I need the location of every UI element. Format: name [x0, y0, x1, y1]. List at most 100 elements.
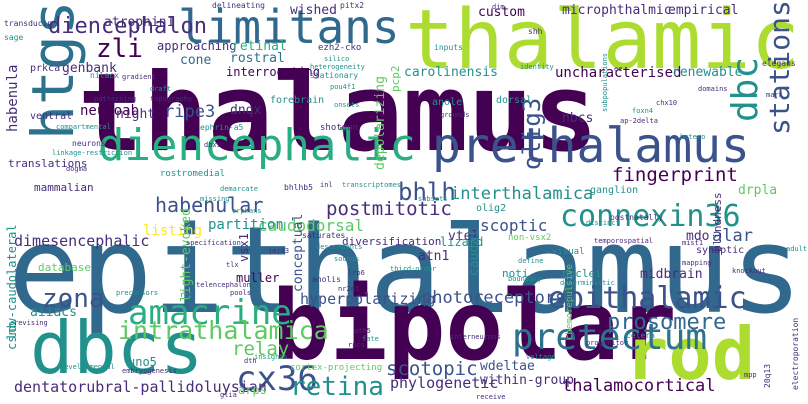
word-partition: partition — [208, 217, 284, 233]
word-fate: fate — [362, 335, 379, 343]
word-vtel: vtel — [448, 229, 480, 244]
word-third-order: third-order — [390, 265, 437, 273]
word-dogma: dogma — [66, 165, 88, 173]
word-wdeltae: wdeltae — [480, 359, 535, 374]
word-embryogenesis: embryogenesis — [122, 367, 177, 375]
word-grounds: grounds — [440, 111, 470, 119]
word-lrp6: lrp6 — [348, 269, 365, 277]
word-interthalamica: interthalamica — [450, 184, 594, 204]
word-approaching: approaching — [157, 39, 237, 53]
word-pools: pools — [230, 289, 252, 297]
word-sounds: sounds — [334, 255, 360, 263]
word-thalamic: thalamic — [405, 0, 800, 88]
word-domains: domains — [698, 85, 728, 93]
word-microphthalmic: microphthalmic — [562, 3, 672, 18]
word-celera: celera — [626, 331, 655, 340]
word-identity: identity — [520, 63, 554, 71]
word-precursors: precursors — [116, 289, 159, 297]
word-drpla: drpla — [738, 183, 778, 198]
word-cx36: cx36 — [236, 359, 318, 399]
word-tlx: tlx — [226, 261, 239, 269]
word-thalamus: thalamus — [78, 51, 599, 176]
word-compartmental: compartmental — [56, 123, 111, 131]
word-prosomere: prosomere — [607, 310, 727, 335]
word-epithalamic: epithalamic — [548, 281, 747, 316]
word-stationary: stationary — [310, 71, 359, 80]
word-prkca: prkca — [30, 63, 61, 74]
word-define: define — [518, 257, 544, 265]
word-nr2e1: nr2e1 — [338, 285, 360, 293]
word-neuroab: neuroab — [80, 103, 140, 119]
word-dth: dth — [244, 357, 257, 365]
word-ee: ee — [614, 65, 623, 73]
word-photoreceptors: photoreceptors — [422, 288, 566, 308]
word-ezh2-cko: ezh2-cko — [318, 43, 362, 53]
word-thalamocortical: thalamocortical — [562, 376, 716, 396]
word-inl: inl — [320, 181, 333, 189]
word-amacrine: amacrine — [128, 293, 292, 333]
word-hbcs: hbcs — [562, 111, 594, 126]
word-ripe3: ripe3 — [164, 102, 216, 122]
word-midbrain: midbrain — [640, 267, 703, 282]
word-scotopic: scotopic — [386, 358, 478, 380]
word-custom: custom — [478, 5, 525, 20]
word-gradient: gradient — [122, 73, 156, 81]
word-demarcate: demarcate — [220, 185, 258, 193]
word-shotgun: shotgun — [320, 123, 358, 133]
word-postmitotic: postmitotic — [326, 198, 452, 220]
word-hyperpolarizing: hyperpolarizing — [300, 290, 436, 308]
word-rod: rod — [625, 312, 756, 396]
word-missing: missing — [200, 195, 230, 203]
word-shh: shh — [528, 27, 543, 36]
word-anolis: anolis — [312, 275, 341, 284]
word-ganglion: ganglion — [590, 185, 639, 196]
word-aiiacs: aiiacs — [30, 305, 77, 320]
word-epithalamus: epithalamus — [8, 202, 803, 341]
word-diversification: diversification — [342, 235, 442, 248]
word-nuclei: nuclei — [562, 267, 602, 280]
word-mdo: mdo — [686, 229, 710, 244]
word-mpp: mpp — [744, 371, 757, 379]
word-muller: muller — [236, 271, 280, 285]
word-dentatorubral-pallidoluysian: dentatorubral-pallidoluysian — [14, 378, 267, 396]
word-foxn4: foxn4 — [632, 107, 654, 115]
word-subsets: subsets — [418, 195, 448, 203]
word-onsets: onsets — [334, 101, 360, 109]
word-ventral: ventral — [30, 111, 73, 122]
word-uno5: uno5 — [128, 355, 157, 369]
word-voltage: voltage — [526, 353, 556, 361]
word-boundary: boundary — [508, 275, 542, 283]
word-postnatally: postnatally — [610, 213, 663, 222]
word-delineating: delineating — [212, 1, 265, 10]
word-database: database — [38, 261, 91, 274]
word-sage: sage — [4, 33, 24, 42]
word-intrathalamica: intrathalamica — [118, 316, 329, 345]
word-empirical: empirical — [668, 3, 739, 18]
word-rostral: rostral — [230, 51, 285, 66]
word-retinal: retinal — [232, 39, 287, 54]
word-rpcs: rpcs — [348, 341, 365, 349]
word-listing: listing — [143, 223, 203, 239]
word-dorsal: dorsal — [496, 95, 533, 106]
word-diencephalon: diencephalon — [48, 14, 207, 39]
word-patterning: patterning — [94, 95, 137, 103]
word-ath5: ath5 — [354, 327, 371, 335]
word-retina: retina — [290, 372, 384, 402]
word-zona: zona — [42, 284, 105, 314]
word-nilacx: nilacx — [90, 71, 119, 80]
word-limitans: limitans — [178, 0, 400, 54]
word-jmjd3: jmjd3 — [268, 247, 290, 255]
word-olig3: olig3 — [518, 97, 546, 170]
word-dbcs: dbcs — [30, 306, 204, 390]
word-bhlh: bhlh — [398, 178, 456, 206]
word-draft: draft — [150, 85, 172, 93]
word-inputs: inputs — [434, 43, 463, 52]
word-translations: translations — [8, 157, 88, 170]
word-uncharacterised: uncharacterised — [555, 65, 682, 81]
word-carolinensis: carolinensis — [404, 65, 498, 80]
word-electroporation: electroporation — [791, 317, 800, 390]
word-developmental: developmental — [60, 363, 115, 371]
word-pretectum: pretectum — [512, 317, 708, 358]
word-visual: visual — [552, 247, 585, 257]
